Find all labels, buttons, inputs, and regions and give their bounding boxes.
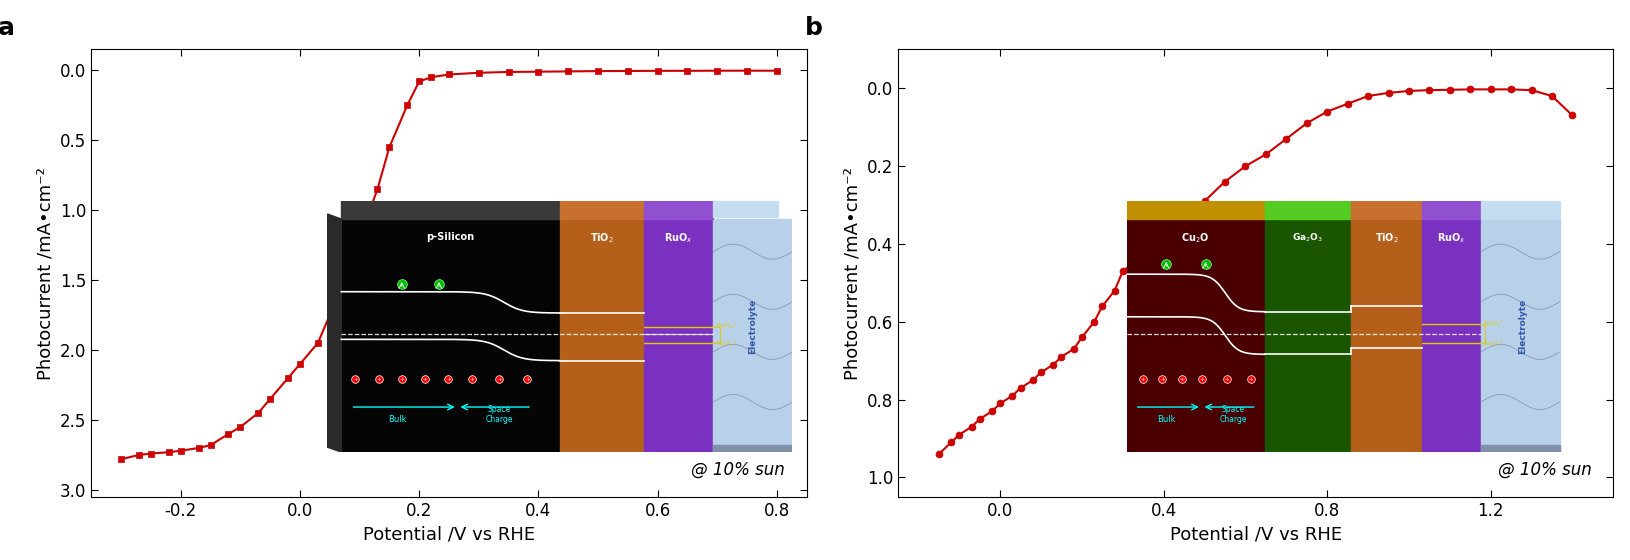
Text: a: a xyxy=(0,16,15,40)
Text: @ 10% sun: @ 10% sun xyxy=(691,461,786,479)
Text: b: b xyxy=(805,16,823,40)
X-axis label: Potential /V vs RHE: Potential /V vs RHE xyxy=(1170,525,1341,543)
Y-axis label: Photocurrent /mA•cm⁻²: Photocurrent /mA•cm⁻² xyxy=(843,167,861,380)
Text: @ 10% sun: @ 10% sun xyxy=(1498,461,1593,479)
X-axis label: Potential /V vs RHE: Potential /V vs RHE xyxy=(363,525,535,543)
Y-axis label: Photocurrent /mA•cm⁻²: Photocurrent /mA•cm⁻² xyxy=(36,167,54,380)
